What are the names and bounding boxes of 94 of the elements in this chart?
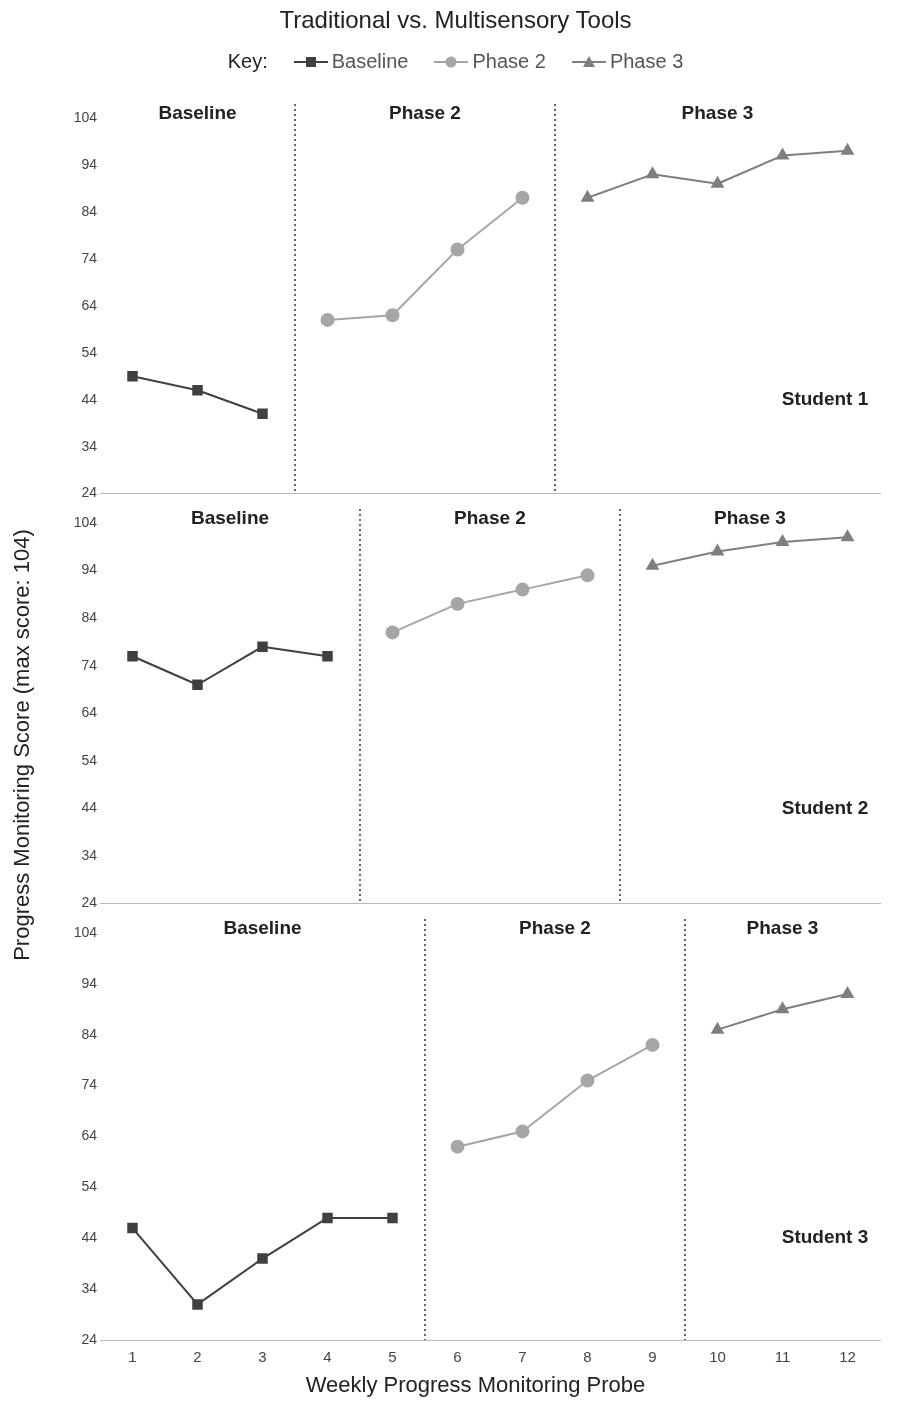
legend-title: Key: bbox=[227, 50, 268, 73]
annotation: Student 3 bbox=[781, 1226, 869, 1248]
x-tick-label: 1 bbox=[128, 1348, 137, 1366]
annotation: Student 2 bbox=[781, 796, 869, 818]
x-tick-label: 5 bbox=[388, 1348, 397, 1366]
point bbox=[580, 568, 595, 583]
annotation: Baseline bbox=[190, 507, 270, 529]
annotation: Student 1 bbox=[781, 387, 869, 409]
point bbox=[127, 1222, 138, 1234]
point bbox=[841, 987, 854, 999]
y-tick-label: 94 bbox=[81, 974, 98, 991]
chart-title: Traditional vs. Multisensory Tools bbox=[278, 6, 633, 34]
point bbox=[646, 558, 659, 570]
y-tick-label: 64 bbox=[81, 704, 98, 721]
y-tick-label: 24 bbox=[81, 484, 98, 501]
annotation: Phase 2 bbox=[389, 102, 461, 124]
y-tick-label: 84 bbox=[81, 202, 98, 219]
y-tick-label: 24 bbox=[81, 894, 98, 911]
annotation: Phase 2 bbox=[454, 507, 526, 529]
point bbox=[127, 650, 138, 662]
y-tick-label: 74 bbox=[81, 1076, 98, 1093]
legend-label: Phase 3 bbox=[609, 50, 684, 73]
annotation: Phase 3 bbox=[746, 917, 819, 939]
x-tick-label: 7 bbox=[518, 1348, 527, 1366]
y-tick-label: 84 bbox=[81, 609, 98, 626]
point bbox=[257, 641, 268, 652]
x-tick-label: 3 bbox=[258, 1348, 267, 1366]
point bbox=[387, 1212, 398, 1224]
point bbox=[515, 582, 530, 597]
x-tick-label: 10 bbox=[709, 1348, 726, 1366]
point bbox=[192, 1299, 203, 1310]
annotation: Baseline bbox=[158, 102, 237, 124]
point bbox=[776, 535, 789, 547]
point bbox=[711, 544, 724, 556]
point bbox=[776, 148, 789, 160]
point bbox=[581, 190, 594, 202]
point bbox=[385, 625, 400, 640]
annotation: Baseline bbox=[223, 917, 302, 939]
y-tick-label: 104 bbox=[73, 923, 98, 940]
y-tick-label: 94 bbox=[81, 561, 98, 578]
x-tick-label: 8 bbox=[583, 1348, 592, 1366]
annotation: Phase 2 bbox=[519, 917, 591, 939]
point bbox=[192, 679, 203, 690]
point bbox=[776, 1002, 789, 1014]
x-tick-label: 6 bbox=[453, 1348, 462, 1366]
y-tick-label: 44 bbox=[81, 1229, 98, 1246]
annotation: Phase 3 bbox=[714, 507, 786, 529]
point bbox=[646, 167, 659, 179]
point bbox=[450, 1139, 465, 1154]
y-tick-label: 54 bbox=[81, 751, 98, 768]
y-tick-label: 44 bbox=[81, 390, 98, 407]
y-tick-label: 104 bbox=[73, 513, 98, 530]
legend-label: Baseline bbox=[331, 50, 409, 73]
y-axis-title: Progress Monitoring Score (max score: 104) bbox=[9, 529, 35, 961]
y-tick-label: 84 bbox=[81, 1025, 98, 1042]
y-tick-label: 54 bbox=[81, 1178, 98, 1195]
point bbox=[515, 1124, 530, 1139]
point bbox=[580, 1073, 595, 1088]
y-tick-label: 34 bbox=[81, 1279, 98, 1296]
point bbox=[645, 1037, 660, 1052]
point bbox=[711, 1022, 724, 1034]
y-tick-label: 104 bbox=[73, 108, 98, 125]
annotation: Phase 3 bbox=[681, 102, 754, 124]
x-tick-label: 12 bbox=[839, 1348, 856, 1366]
y-tick-label: 24 bbox=[81, 1330, 98, 1347]
y-tick-label: 74 bbox=[81, 249, 98, 266]
point bbox=[711, 176, 724, 188]
point bbox=[257, 408, 268, 420]
point bbox=[127, 370, 138, 382]
y-tick-label: 54 bbox=[81, 343, 98, 360]
point bbox=[450, 242, 465, 257]
legend-label: Phase 2 bbox=[472, 50, 546, 73]
point bbox=[385, 308, 400, 323]
point bbox=[322, 1212, 333, 1224]
x-axis-title: Weekly Progress Monitoring Probe bbox=[304, 1372, 647, 1398]
x-tick-label: 9 bbox=[648, 1348, 657, 1366]
point bbox=[322, 650, 333, 662]
y-tick-label: 64 bbox=[81, 296, 98, 313]
point bbox=[515, 190, 530, 205]
x-tick-label: 4 bbox=[323, 1348, 332, 1366]
x-tick-label: 11 bbox=[774, 1348, 791, 1366]
x-tick-label: 2 bbox=[193, 1348, 202, 1366]
y-tick-label: 64 bbox=[81, 1127, 98, 1144]
y-tick-label: 44 bbox=[81, 799, 98, 816]
y-tick-label: 34 bbox=[81, 437, 98, 454]
point bbox=[841, 143, 854, 155]
y-tick-label: 74 bbox=[81, 656, 98, 673]
point bbox=[257, 1253, 268, 1264]
point bbox=[450, 596, 465, 611]
point bbox=[841, 530, 854, 542]
y-tick-label: 94 bbox=[81, 155, 98, 172]
point bbox=[320, 312, 335, 327]
point bbox=[192, 385, 203, 396]
y-tick-label: 34 bbox=[81, 846, 98, 863]
